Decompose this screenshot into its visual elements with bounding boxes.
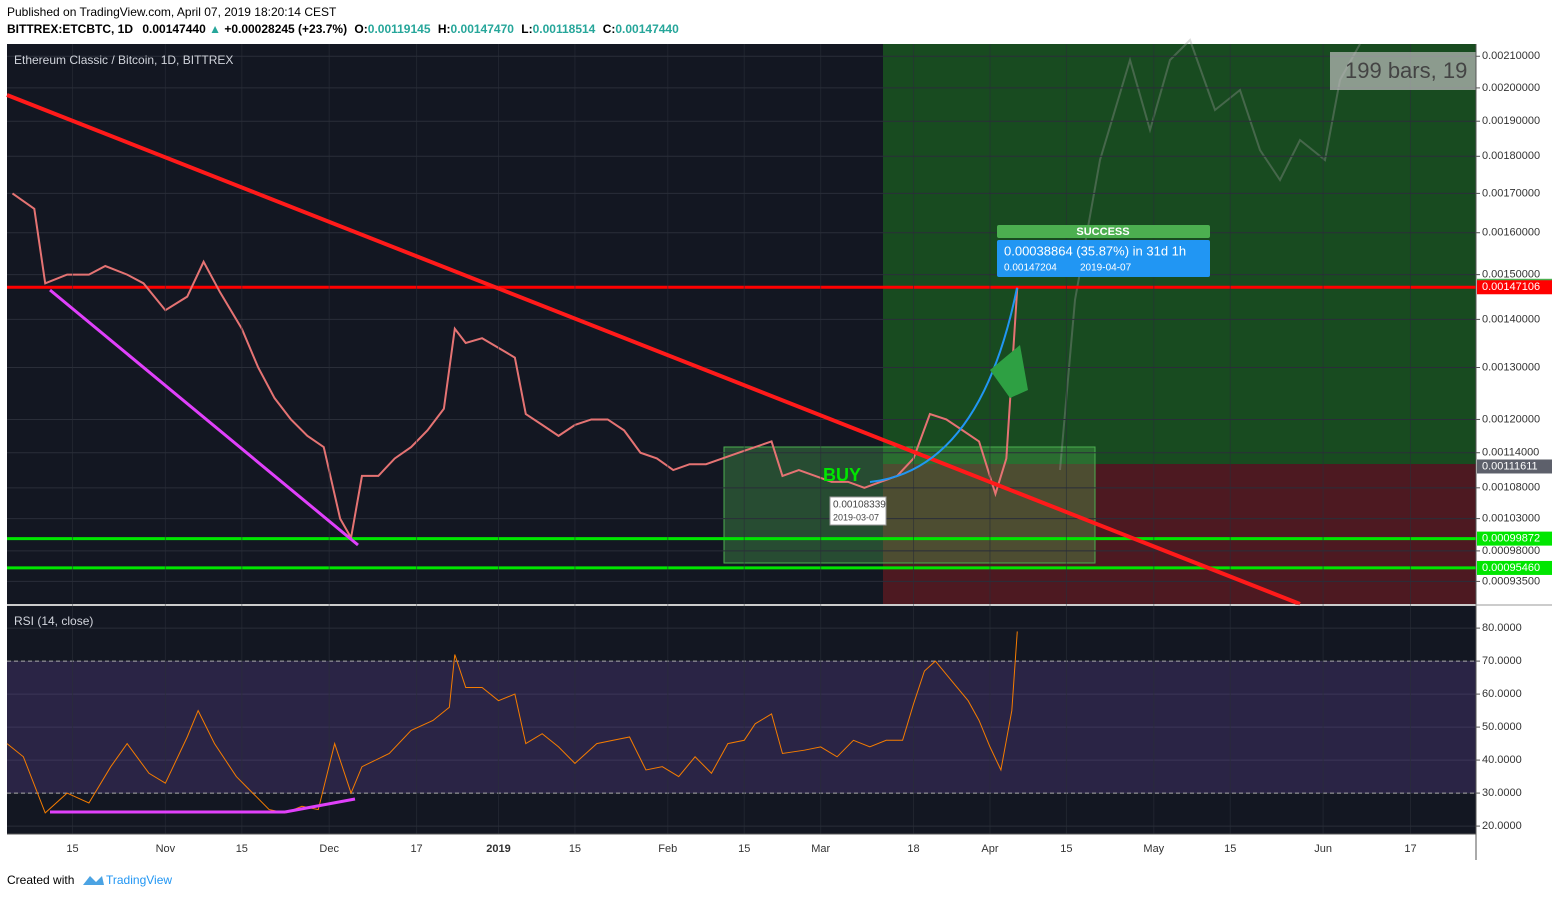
open-value: 0.00119145 bbox=[368, 22, 431, 36]
result: 0.00038864 (35.87%) in 31d 1h bbox=[1004, 243, 1186, 258]
entry-price: 0.00108339 bbox=[833, 500, 886, 511]
last: 0.00147440 bbox=[142, 22, 206, 36]
x-tick-label: Jun bbox=[1314, 843, 1332, 855]
logo bbox=[83, 876, 104, 885]
bars-count: 199 bars, 19 bbox=[1345, 58, 1467, 83]
high-value: 0.00147470 bbox=[451, 22, 515, 36]
projection bbox=[1059, 38, 1361, 471]
bars-box bbox=[1330, 52, 1476, 90]
x-tick-label: Nov bbox=[156, 843, 176, 855]
x-tick-label: May bbox=[1143, 843, 1164, 855]
y-tick-label: 0.00120000 bbox=[1482, 413, 1540, 425]
y-tick-label: 80.0000 bbox=[1482, 622, 1522, 634]
x-tick-label: Apr bbox=[981, 843, 998, 855]
range-box bbox=[723, 446, 1096, 564]
rsi-title: RSI (14, close) bbox=[14, 614, 93, 628]
entry-date: 2019-03-07 bbox=[833, 512, 879, 522]
change: +0.00028245 (+23.7%) bbox=[224, 22, 347, 36]
y-tick-label: 0.00093500 bbox=[1482, 575, 1540, 587]
y-tick-label: 0.00150000 bbox=[1482, 269, 1540, 281]
level-label: 0.00111611 bbox=[1482, 460, 1538, 472]
y-tick-label: 0.00114000 bbox=[1482, 447, 1539, 459]
curve bbox=[869, 287, 1018, 483]
x-tick-label: 17 bbox=[1404, 843, 1416, 855]
buy-signal: BUY bbox=[823, 465, 861, 485]
x-tick-label: 15 bbox=[569, 843, 581, 855]
level-tag bbox=[1477, 560, 1552, 575]
open-label: O: bbox=[354, 22, 367, 36]
symbol: BITTREX:ETCBTC, 1D bbox=[7, 22, 133, 36]
support-trend bbox=[49, 288, 359, 547]
x-tick-label: 15 bbox=[738, 843, 750, 855]
y-tick-label: 0.00200000 bbox=[1482, 82, 1540, 94]
x-tick-label: 15 bbox=[1060, 843, 1072, 855]
target-price: 0.00147204 bbox=[1004, 263, 1057, 274]
x-tick-label: Mar bbox=[811, 843, 830, 855]
y-tick-label: 60.0000 bbox=[1482, 688, 1522, 700]
close-label: C: bbox=[603, 22, 616, 36]
result-box bbox=[997, 240, 1210, 277]
series-line bbox=[6, 631, 1018, 814]
x-tick-label: 15 bbox=[1224, 843, 1236, 855]
y-tick-label: 20.0000 bbox=[1482, 820, 1522, 832]
x-tick-label: 17 bbox=[410, 843, 422, 855]
y-tick-label: 0.00160000 bbox=[1482, 227, 1540, 239]
rsi-divergence bbox=[284, 797, 356, 814]
high-label: H: bbox=[438, 22, 451, 36]
x-tick-label: 18 bbox=[907, 843, 919, 855]
y-tick-label: 30.0000 bbox=[1482, 787, 1522, 799]
level-label: 0.00095460 bbox=[1482, 562, 1540, 574]
y-tick-label: 0.00140000 bbox=[1482, 313, 1540, 325]
success: SUCCESS bbox=[1076, 226, 1129, 238]
pane-title: Ethereum Classic / Bitcoin, 1D, BITTREX bbox=[14, 53, 233, 67]
y-tick-label: 40.0000 bbox=[1482, 754, 1522, 766]
low-label: L: bbox=[521, 22, 532, 36]
y-tick-label: 0.00180000 bbox=[1482, 150, 1540, 162]
close-value: 0.00147440 bbox=[615, 22, 679, 36]
x-tick-label: 15 bbox=[236, 843, 248, 855]
entry-box bbox=[829, 496, 887, 526]
y-tick-label: 70.0000 bbox=[1482, 655, 1522, 667]
level-label: 0.00099872 bbox=[1482, 533, 1540, 545]
level-label: 0.00147106 bbox=[1482, 281, 1540, 293]
x-tick-label: 15 bbox=[66, 843, 78, 855]
low-value: 0.00118514 bbox=[533, 22, 596, 36]
x-tick-label: 2019 bbox=[486, 843, 510, 855]
brand: TradingView bbox=[106, 873, 172, 887]
created-with: Created with bbox=[7, 873, 74, 887]
y-tick-label: 0.00108000 bbox=[1482, 482, 1540, 494]
plots bbox=[6, 44, 1476, 834]
y-tick-label: 0.00210000 bbox=[1482, 50, 1540, 62]
quote-line: BITTREX:ETCBTC, 1D 0.00147440 ▲ +0.00028… bbox=[7, 22, 679, 36]
downtrend-line bbox=[6, 93, 1301, 606]
x-tick-label: Feb bbox=[658, 843, 677, 855]
rsi-pane bbox=[7, 606, 1476, 834]
x-tick-label: Dec bbox=[319, 843, 339, 855]
y-tick-label: 0.00098000 bbox=[1482, 545, 1540, 557]
published: Published on TradingView.com, April 07, … bbox=[7, 5, 337, 19]
level-tag bbox=[1477, 280, 1552, 295]
level-tag bbox=[1477, 459, 1552, 474]
rocket bbox=[990, 345, 1028, 398]
y-tick-label: 50.0000 bbox=[1482, 721, 1522, 733]
rsi-band bbox=[7, 661, 1476, 794]
y-tick-label: 0.00190000 bbox=[1482, 115, 1540, 127]
series-line bbox=[11, 192, 1019, 541]
y-tick-label: 0.00103000 bbox=[1482, 513, 1540, 525]
y-tick-label: 0.00130000 bbox=[1482, 361, 1540, 373]
target-date: 2019-04-07 bbox=[1080, 263, 1132, 274]
y-tick-label: 0.00170000 bbox=[1482, 187, 1540, 199]
success-badge bbox=[997, 225, 1210, 238]
level-tag bbox=[1477, 531, 1552, 546]
up-arrow: ▲ bbox=[209, 22, 224, 36]
